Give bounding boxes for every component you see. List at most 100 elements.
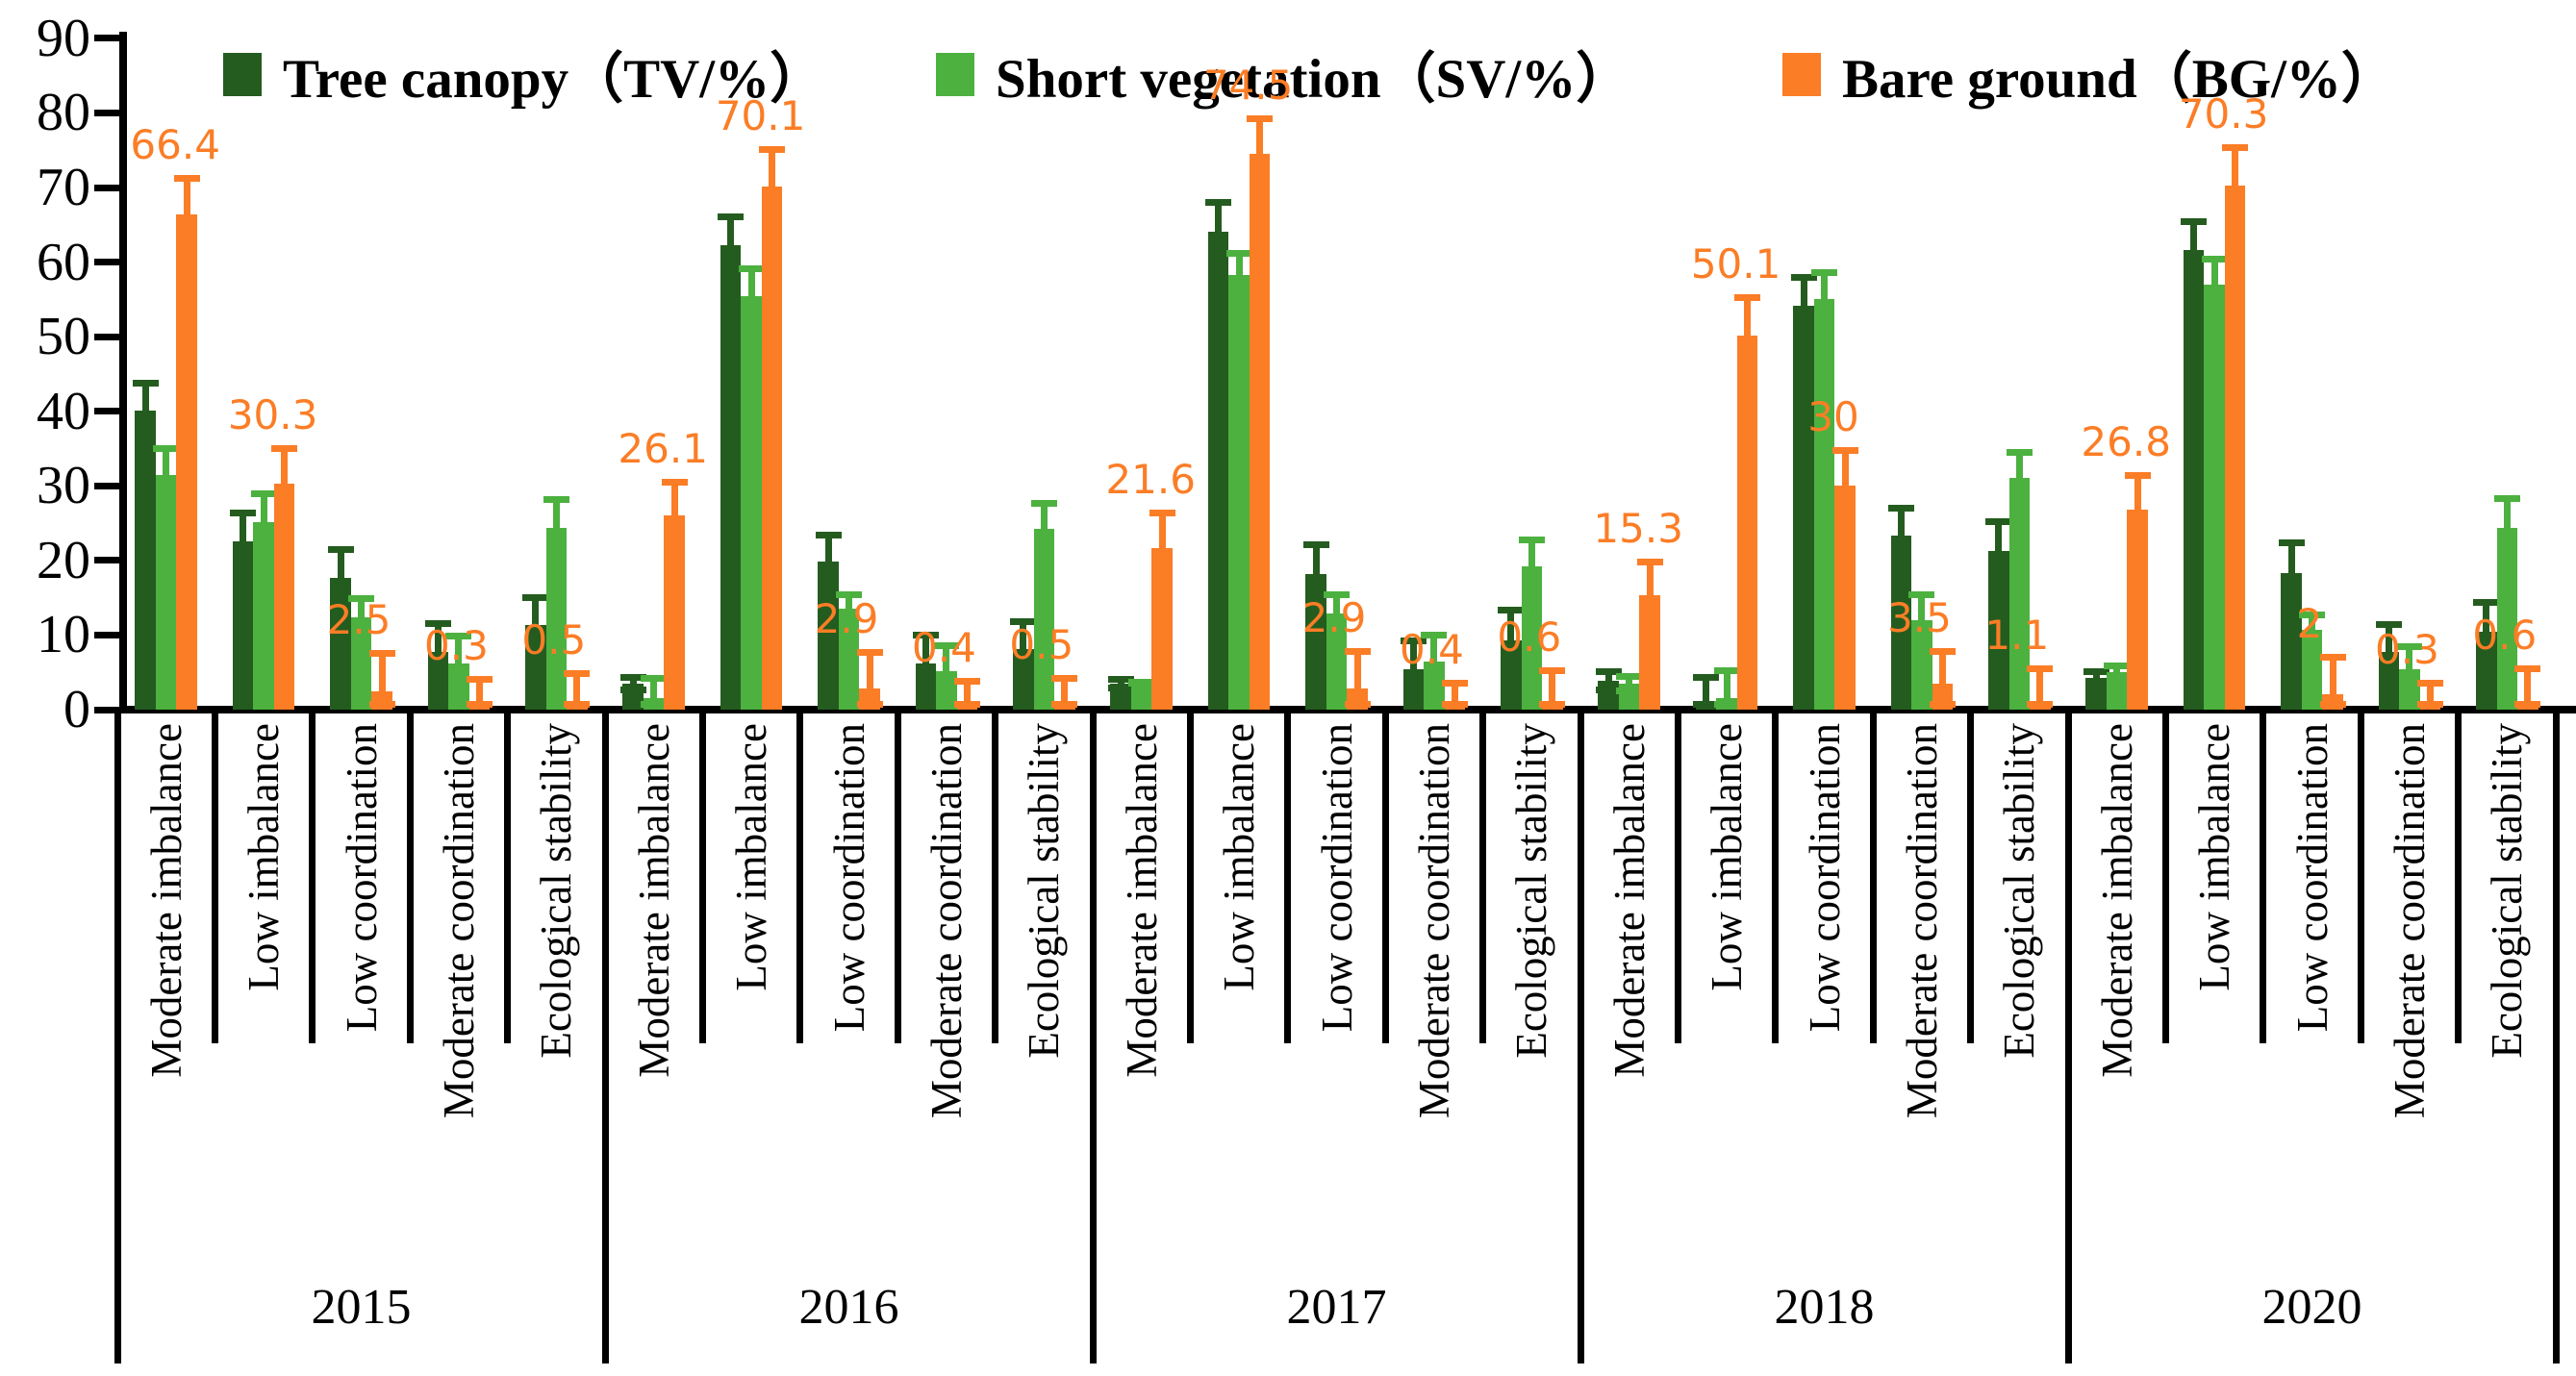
bar-tv [2281,573,2302,710]
error-cap-top [953,677,980,685]
error-stem [1333,590,1340,637]
bar-bg [2419,707,2441,710]
bar-sv [1228,274,1250,710]
category-label: Moderate coordination [922,723,971,1119]
bar-bg [2224,185,2246,710]
error-cap-top [1010,617,1037,625]
error-cap-top [522,593,549,601]
error-cap-top [1421,632,1448,639]
year-label: 2016 [798,1280,899,1335]
category-separator [1186,710,1194,1043]
error-cap-bottom [1539,701,1566,709]
error-cap-top [1205,199,1232,207]
error-stem [1528,537,1535,597]
error-cap-top [1051,675,1078,683]
error-cap-top [250,489,277,497]
legend-label: Tree canopy（TV/%） [283,49,825,110]
category-label: Moderate coordination [2385,723,2434,1119]
error-stem [769,146,776,228]
error-stem [2113,663,2121,683]
category-label: Low coordination [1800,723,1849,1033]
error-stem [141,380,149,441]
bar-value-label: 74.5 [1202,61,1294,109]
error-cap-top [230,510,257,517]
error-stem [670,478,678,552]
error-stem [1995,518,2003,584]
bar-sv [253,521,274,710]
category-separator [1967,710,1975,1043]
legend-item-short-vegetation: Short vegetation（SV/%） [936,35,1630,113]
bar-sv [1130,683,1152,710]
bar-tv [720,244,742,710]
bar-tv [232,540,254,710]
error-cap-top [1713,666,1740,674]
error-stem [2524,665,2532,709]
error-stem [2426,679,2434,709]
bar-sv [741,296,762,710]
legend-label: Short vegetation（SV/%） [996,49,1631,110]
error-cap-top [1302,541,1329,549]
bar-bg [664,514,685,710]
legend-label: Bare ground（BG/%） [1842,49,2396,110]
error-stem [358,595,365,639]
y-tick [94,631,119,638]
error-stem [2329,653,2336,709]
error-cap-top [1929,647,1956,655]
bar-bg [2127,510,2148,710]
category-separator [309,710,316,1043]
bar-tv [330,577,351,710]
error-cap-top [1107,676,1134,684]
error-cap-top [1225,250,1252,258]
y-tick-label: 70 [37,158,90,217]
error-cap-top [2181,217,2208,225]
error-cap-top [1887,505,1914,513]
error-cap-bottom [619,686,646,693]
category-label: Ecological stability [532,723,581,1059]
error-stem [475,676,483,709]
bar-value-label: 0.4 [911,623,976,671]
error-stem [2134,471,2141,548]
error-stem [2483,599,2490,663]
bar-bg [1834,486,1856,710]
error-stem [1256,114,1264,193]
error-cap-bottom [1051,701,1078,709]
bar-bg [273,483,295,710]
error-stem [1451,679,1458,709]
bar-bg [1054,706,1075,710]
category-separator [2260,710,2267,1043]
y-tick-label: 90 [37,8,90,68]
error-cap-top [368,649,395,657]
error-stem [1020,617,1027,681]
category-separator [2455,710,2462,1043]
category-separator [2357,710,2364,1043]
y-tick [94,706,119,713]
error-cap-top [2396,642,2423,650]
error-cap-top [1030,500,1057,508]
error-cap-top [933,642,960,650]
category-label: Moderate imbalance [1117,723,1166,1078]
y-tick-label: 30 [37,456,90,516]
error-stem [846,590,852,626]
error-cap-top [2222,144,2249,152]
error-cap-bottom [2027,701,2054,709]
bar-bg [468,707,491,710]
bar-sv [1521,566,1543,710]
legend-item-tree-canopy: Tree canopy（TV/%） [223,35,824,113]
year-label: 2015 [311,1280,412,1335]
bar-bg [1639,595,1660,710]
panel-separator [1089,710,1097,1363]
error-stem [552,496,560,560]
error-stem [2210,256,2218,313]
category-separator [504,710,512,1043]
error-cap-bottom [953,701,980,709]
error-stem [1646,558,1654,634]
bar-tv [1207,231,1229,710]
bar-bg [1151,548,1173,710]
category-label: Low coordination [337,723,386,1033]
error-cap-top [1400,637,1427,644]
error-stem [260,489,267,554]
error-cap-top [173,174,200,182]
category-label: Ecological stability [1020,723,1069,1059]
bar-tv [2183,250,2205,710]
error-cap-top [1636,558,1663,565]
